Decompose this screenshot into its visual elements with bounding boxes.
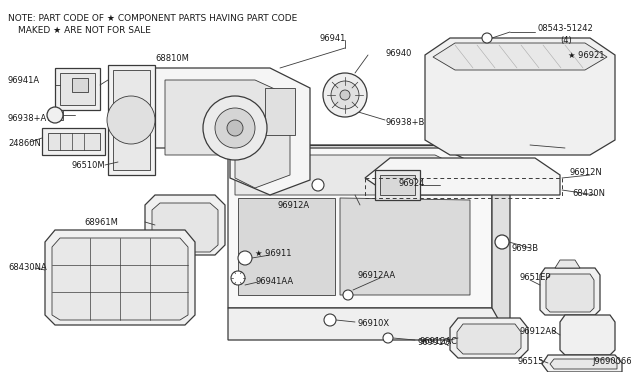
Polygon shape bbox=[340, 198, 470, 295]
Polygon shape bbox=[546, 274, 594, 312]
Circle shape bbox=[340, 90, 350, 100]
Text: J9690066: J9690066 bbox=[593, 357, 632, 366]
Text: 96938+B: 96938+B bbox=[385, 118, 424, 126]
Text: 96510M: 96510M bbox=[72, 160, 106, 170]
Circle shape bbox=[203, 96, 267, 160]
Polygon shape bbox=[492, 172, 510, 340]
Circle shape bbox=[227, 120, 243, 136]
Text: 96910X: 96910X bbox=[358, 318, 390, 327]
Polygon shape bbox=[42, 128, 105, 155]
Text: 96991Q: 96991Q bbox=[417, 337, 450, 346]
Polygon shape bbox=[152, 203, 218, 252]
Text: (4): (4) bbox=[560, 35, 572, 45]
Circle shape bbox=[343, 290, 353, 300]
Text: 9651EP: 9651EP bbox=[520, 273, 552, 282]
Polygon shape bbox=[380, 175, 415, 195]
Circle shape bbox=[312, 179, 324, 191]
Text: 96941: 96941 bbox=[320, 33, 346, 42]
Polygon shape bbox=[72, 78, 88, 92]
Text: 96924: 96924 bbox=[399, 179, 425, 187]
Circle shape bbox=[107, 96, 155, 144]
Polygon shape bbox=[145, 195, 225, 255]
Text: 96940: 96940 bbox=[385, 48, 412, 58]
Polygon shape bbox=[52, 238, 188, 320]
Polygon shape bbox=[425, 38, 615, 155]
Text: 96941A: 96941A bbox=[8, 76, 40, 84]
Text: 96912A: 96912A bbox=[278, 201, 310, 209]
Polygon shape bbox=[48, 133, 100, 150]
Polygon shape bbox=[48, 110, 63, 120]
Text: 68961M: 68961M bbox=[84, 218, 118, 227]
Polygon shape bbox=[555, 260, 580, 268]
Circle shape bbox=[495, 235, 509, 249]
Polygon shape bbox=[113, 70, 150, 170]
Polygon shape bbox=[457, 324, 521, 354]
Polygon shape bbox=[108, 65, 155, 175]
Polygon shape bbox=[230, 145, 440, 165]
Circle shape bbox=[383, 333, 393, 343]
Text: 08543-51242: 08543-51242 bbox=[537, 23, 593, 32]
Text: 68430N: 68430N bbox=[572, 189, 605, 198]
Text: 96941AA: 96941AA bbox=[255, 278, 293, 286]
Text: 9693B: 9693B bbox=[512, 244, 539, 253]
Circle shape bbox=[331, 81, 359, 109]
Polygon shape bbox=[45, 230, 195, 325]
Polygon shape bbox=[560, 315, 615, 355]
Polygon shape bbox=[228, 148, 492, 308]
Circle shape bbox=[215, 108, 255, 148]
Text: MAKED ★ ARE NOT FOR SALE: MAKED ★ ARE NOT FOR SALE bbox=[18, 26, 151, 35]
Polygon shape bbox=[375, 170, 420, 200]
Polygon shape bbox=[238, 198, 335, 295]
Text: 96938+A: 96938+A bbox=[8, 113, 47, 122]
Polygon shape bbox=[228, 308, 510, 340]
Polygon shape bbox=[55, 68, 100, 110]
Polygon shape bbox=[540, 268, 600, 315]
Text: 96912AA: 96912AA bbox=[358, 272, 396, 280]
Text: 24860N: 24860N bbox=[8, 138, 41, 148]
Text: 68810M: 68810M bbox=[155, 54, 189, 62]
Circle shape bbox=[47, 107, 63, 123]
Circle shape bbox=[324, 314, 336, 326]
Polygon shape bbox=[542, 355, 622, 372]
Polygon shape bbox=[265, 88, 295, 135]
Text: 68430NA: 68430NA bbox=[8, 263, 47, 273]
Text: 96515: 96515 bbox=[518, 357, 545, 366]
Circle shape bbox=[323, 73, 367, 117]
Text: ★ 96921: ★ 96921 bbox=[568, 51, 605, 60]
Text: 96912N: 96912N bbox=[570, 167, 603, 176]
Text: 96912A8: 96912A8 bbox=[520, 327, 557, 337]
Circle shape bbox=[482, 33, 492, 43]
Text: NOTE: PART CODE OF ★ COMPONENT PARTS HAVING PART CODE: NOTE: PART CODE OF ★ COMPONENT PARTS HAV… bbox=[8, 14, 297, 23]
Text: 96912AC: 96912AC bbox=[420, 337, 458, 346]
Polygon shape bbox=[155, 68, 310, 195]
Polygon shape bbox=[365, 158, 560, 195]
Polygon shape bbox=[165, 80, 290, 188]
Circle shape bbox=[238, 251, 252, 265]
Polygon shape bbox=[230, 145, 490, 200]
Polygon shape bbox=[60, 73, 95, 105]
Polygon shape bbox=[235, 155, 480, 195]
Text: ★ 96911: ★ 96911 bbox=[255, 248, 291, 257]
Polygon shape bbox=[433, 43, 607, 70]
Circle shape bbox=[231, 271, 245, 285]
Polygon shape bbox=[550, 359, 617, 369]
Polygon shape bbox=[450, 318, 528, 358]
